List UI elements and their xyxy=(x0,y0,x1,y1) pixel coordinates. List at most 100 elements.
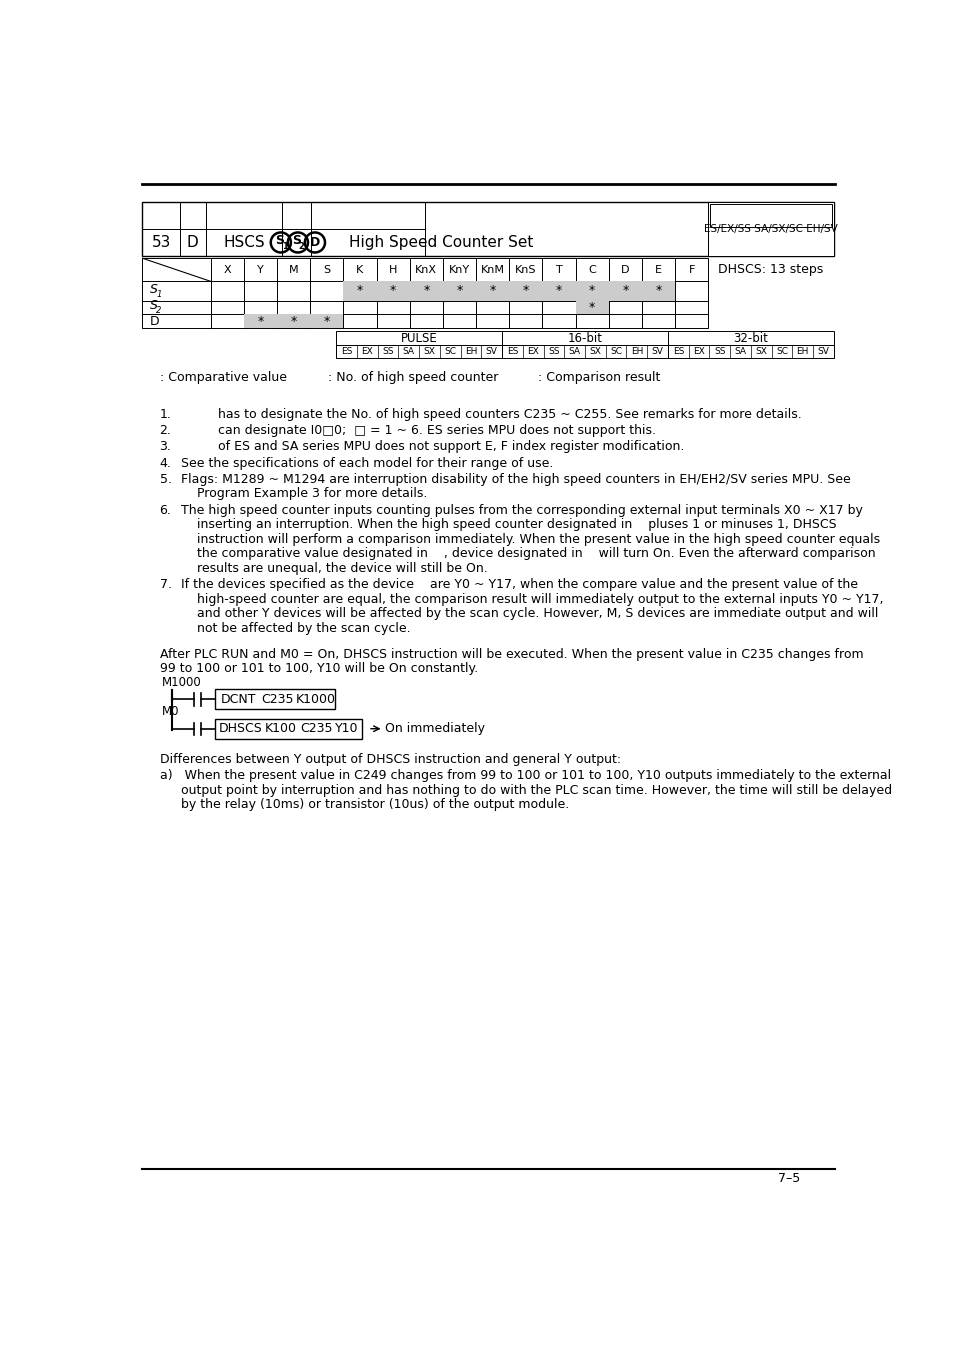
Bar xyxy=(476,281,509,301)
Text: ES: ES xyxy=(506,347,517,356)
Text: SA: SA xyxy=(734,347,746,356)
Text: SX: SX xyxy=(755,347,766,356)
Text: PULSE: PULSE xyxy=(400,332,437,344)
Text: M: M xyxy=(289,265,298,275)
Text: DHSCS: DHSCS xyxy=(219,722,263,736)
Text: The high speed counter inputs counting pulses from the corresponding external in: The high speed counter inputs counting p… xyxy=(181,504,862,517)
Text: 1.: 1. xyxy=(159,408,172,421)
Text: *: * xyxy=(522,285,528,297)
Text: and other Y devices will be affected by the scan cycle. However, M, S devices ar: and other Y devices will be affected by … xyxy=(181,608,878,621)
Text: X: X xyxy=(223,265,231,275)
Bar xyxy=(409,281,442,301)
Text: T: T xyxy=(555,265,561,275)
Text: DHSCS: 13 steps: DHSCS: 13 steps xyxy=(717,263,821,277)
Bar xyxy=(142,258,707,328)
Text: not be affected by the scan cycle.: not be affected by the scan cycle. xyxy=(181,622,411,634)
Text: results are unequal, the device will still be On.: results are unequal, the device will sti… xyxy=(181,562,488,575)
Text: SS: SS xyxy=(548,347,559,356)
Text: EH: EH xyxy=(464,347,476,356)
Text: EH: EH xyxy=(630,347,642,356)
Text: S: S xyxy=(293,235,301,247)
Text: 1: 1 xyxy=(156,289,162,298)
Bar xyxy=(335,346,833,358)
Text: of ES and SA series MPU does not support E, F index register modification.: of ES and SA series MPU does not support… xyxy=(218,440,684,454)
Bar xyxy=(709,204,831,227)
Text: DCNT: DCNT xyxy=(220,693,256,706)
Bar xyxy=(641,281,675,301)
Text: ES: ES xyxy=(672,347,683,356)
Text: *: * xyxy=(390,285,395,297)
Text: 16-bit: 16-bit xyxy=(567,332,602,344)
Text: Y10: Y10 xyxy=(335,722,357,736)
Text: 2: 2 xyxy=(298,242,304,251)
Text: Y: Y xyxy=(256,265,264,275)
Bar xyxy=(214,718,361,738)
Text: *: * xyxy=(489,285,496,297)
Text: high-speed counter are equal, the comparison result will immediately output to t: high-speed counter are equal, the compar… xyxy=(181,593,882,606)
Text: SS: SS xyxy=(713,347,725,356)
Text: *: * xyxy=(423,285,429,297)
Text: EX: EX xyxy=(361,347,373,356)
Text: C: C xyxy=(588,265,596,275)
Text: by the relay (10ms) or transistor (10us) of the output module.: by the relay (10ms) or transistor (10us)… xyxy=(181,798,569,811)
Text: SV: SV xyxy=(485,347,497,356)
Text: inserting an interruption. When the high speed counter designated in    pluses 1: inserting an interruption. When the high… xyxy=(181,518,836,531)
Bar xyxy=(142,202,833,256)
Text: ES: ES xyxy=(340,347,352,356)
Bar xyxy=(707,202,833,256)
Text: EX: EX xyxy=(693,347,704,356)
Bar xyxy=(442,281,476,301)
Bar xyxy=(214,690,335,710)
Text: *: * xyxy=(456,285,462,297)
Text: S: S xyxy=(150,284,158,296)
Text: SC: SC xyxy=(444,347,456,356)
Text: has to designate the No. of high speed counters C235 ~ C255. See remarks for mor: has to designate the No. of high speed c… xyxy=(218,408,801,421)
Text: D: D xyxy=(310,236,319,248)
Text: 5.: 5. xyxy=(159,472,172,486)
Text: 99 to 100 or 101 to 100, Y10 will be On constantly.: 99 to 100 or 101 to 100, Y10 will be On … xyxy=(159,662,477,675)
Text: S: S xyxy=(150,300,158,312)
Text: *: * xyxy=(257,315,263,328)
Text: SX: SX xyxy=(423,347,435,356)
Text: the comparative value designated in    , device designated in    will turn On. E: the comparative value designated in , de… xyxy=(181,548,875,560)
Text: 4.: 4. xyxy=(159,456,172,470)
Text: SS: SS xyxy=(382,347,394,356)
Text: D: D xyxy=(187,235,198,250)
Text: 2.: 2. xyxy=(159,424,172,437)
Text: *: * xyxy=(291,315,296,328)
Text: EX: EX xyxy=(527,347,538,356)
Text: K1000: K1000 xyxy=(295,693,335,706)
Text: 53: 53 xyxy=(152,235,171,250)
Text: E: E xyxy=(655,265,661,275)
Text: SV: SV xyxy=(651,347,663,356)
Text: SC: SC xyxy=(610,347,621,356)
Text: C235: C235 xyxy=(299,722,332,736)
Text: *: * xyxy=(621,285,628,297)
Text: *: * xyxy=(655,285,661,297)
Bar xyxy=(244,315,276,328)
Text: D: D xyxy=(620,265,629,275)
Text: 7–5: 7–5 xyxy=(778,1172,800,1185)
Text: 7.: 7. xyxy=(159,578,172,591)
Text: S: S xyxy=(323,265,330,275)
Text: C235: C235 xyxy=(261,693,294,706)
Text: can designate I0□0;  □ = 1 ~ 6. ES series MPU does not support this.: can designate I0□0; □ = 1 ~ 6. ES series… xyxy=(218,424,656,437)
Text: *: * xyxy=(323,315,330,328)
Text: instruction will perform a comparison immediately. When the present value in the: instruction will perform a comparison im… xyxy=(181,533,880,545)
Text: M0: M0 xyxy=(162,705,179,718)
Text: : Comparison result: : Comparison result xyxy=(537,371,659,385)
Text: output point by interruption and has nothing to do with the PLC scan time. Howev: output point by interruption and has not… xyxy=(181,784,891,796)
Bar xyxy=(575,281,608,301)
Text: SA: SA xyxy=(402,347,415,356)
Text: Differences between Y output of DHSCS instruction and general Y output:: Differences between Y output of DHSCS in… xyxy=(159,753,620,765)
Text: KnX: KnX xyxy=(415,265,436,275)
Text: SA: SA xyxy=(568,347,580,356)
Text: H: H xyxy=(389,265,396,275)
Text: 1: 1 xyxy=(281,242,288,251)
Text: Flags: M1289 ~ M1294 are interruption disability of the high speed counters in E: Flags: M1289 ~ M1294 are interruption di… xyxy=(181,472,850,486)
Bar xyxy=(376,281,409,301)
Text: *: * xyxy=(356,285,363,297)
Text: *: * xyxy=(588,301,595,315)
Text: EH: EH xyxy=(796,347,808,356)
Text: See the specifications of each model for their range of use.: See the specifications of each model for… xyxy=(181,456,553,470)
